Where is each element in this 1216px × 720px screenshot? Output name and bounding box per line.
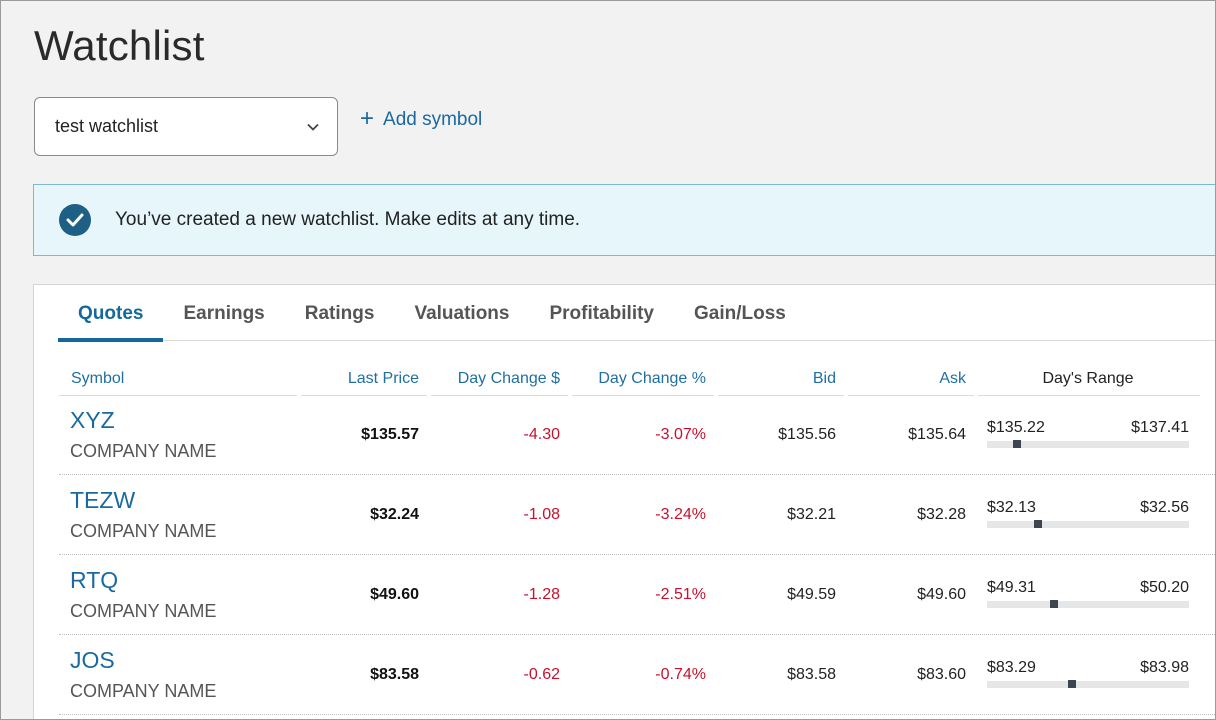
page-title: Watchlist <box>34 22 205 69</box>
table-row: JOS COMPANY NAME $83.58 -0.62 -0.74% $83… <box>59 635 1216 715</box>
days-range: $32.13 $32.56 <box>987 499 1189 533</box>
company-name: COMPANY NAME <box>70 521 217 541</box>
range-marker <box>1013 440 1021 448</box>
day-change-dollar: -0.62 <box>523 666 560 683</box>
plus-icon: + <box>360 104 375 132</box>
column-header-symbol[interactable]: Symbol <box>71 370 125 387</box>
bid-price: $32.21 <box>787 506 836 523</box>
range-bar <box>987 601 1189 608</box>
range-bar <box>987 441 1189 448</box>
table-row: RTQ COMPANY NAME $49.60 -1.28 -2.51% $49… <box>59 555 1216 635</box>
range-low: $83.29 <box>987 659 1036 676</box>
bid-price: $135.56 <box>778 426 836 443</box>
day-change-pct: -3.24% <box>655 506 706 523</box>
ask-price: $49.60 <box>917 586 966 603</box>
range-high: $50.20 <box>1140 579 1189 596</box>
range-high: $83.98 <box>1140 659 1189 676</box>
day-change-pct: -2.51% <box>655 586 706 603</box>
range-marker <box>1034 520 1042 528</box>
ask-price: $83.60 <box>917 666 966 683</box>
company-name: COMPANY NAME <box>70 601 217 621</box>
company-name: COMPANY NAME <box>70 681 217 701</box>
day-change-dollar: -1.08 <box>523 506 560 523</box>
header-divider <box>718 395 844 396</box>
table-row: TEZW COMPANY NAME $32.24 -1.08 -3.24% $3… <box>59 475 1216 555</box>
symbol-link[interactable]: JOS <box>70 647 115 673</box>
last-price: $32.24 <box>370 506 419 523</box>
table-row: XYZ COMPANY NAME $135.57 -4.30 -3.07% $1… <box>59 395 1216 475</box>
ask-price: $135.64 <box>908 426 966 443</box>
header-divider <box>848 395 974 396</box>
bid-price: $83.58 <box>787 666 836 683</box>
day-change-pct: -3.07% <box>655 426 706 443</box>
column-header-ask[interactable]: Ask <box>939 370 966 387</box>
tab-bar: Quotes Earnings Ratings Valuations Profi… <box>58 285 1216 342</box>
column-header-last-price[interactable]: Last Price <box>347 370 419 387</box>
bid-price: $49.59 <box>787 586 836 603</box>
range-high: $137.41 <box>1131 419 1189 436</box>
range-low: $49.31 <box>987 579 1036 596</box>
tab-ratings[interactable]: Ratings <box>304 303 375 324</box>
header-divider <box>301 395 427 396</box>
banner-message: You’ve created a new watchlist. Make edi… <box>115 209 581 230</box>
tab-valuations[interactable]: Valuations <box>414 303 510 324</box>
days-range: $49.31 $50.20 <box>987 579 1189 613</box>
tab-earnings[interactable]: Earnings <box>183 303 265 324</box>
range-bar <box>987 681 1189 688</box>
column-header-day-change-pct[interactable]: Day Change % <box>598 370 706 387</box>
range-marker <box>1050 600 1058 608</box>
watchlist-select-value: test watchlist <box>55 116 159 136</box>
watchlist-select[interactable]: test watchlist <box>34 97 338 156</box>
add-symbol-button[interactable]: + Add symbol <box>360 104 483 132</box>
header-divider <box>431 395 568 396</box>
day-change-dollar: -4.30 <box>523 426 560 443</box>
range-high: $32.56 <box>1140 499 1189 516</box>
column-header-day-change-dollar[interactable]: Day Change $ <box>457 370 560 387</box>
watchlist-panel: Quotes Earnings Ratings Valuations Profi… <box>33 284 1216 720</box>
symbol-link[interactable]: TEZW <box>70 487 136 513</box>
header-divider <box>59 395 297 396</box>
chevron-down-icon <box>307 121 319 133</box>
symbol-link[interactable]: RTQ <box>70 567 119 593</box>
day-change-dollar: -1.28 <box>523 586 560 603</box>
success-banner: You’ve created a new watchlist. Make edi… <box>33 184 1216 256</box>
range-low: $135.22 <box>987 419 1045 436</box>
tab-quotes[interactable]: Quotes <box>58 285 164 342</box>
header-divider <box>572 395 714 396</box>
header-divider <box>978 395 1200 396</box>
last-price: $83.58 <box>370 666 419 683</box>
tab-profitability[interactable]: Profitability <box>549 303 654 324</box>
column-header-days-range: Day's Range <box>1042 370 1134 387</box>
tab-gain-loss[interactable]: Gain/Loss <box>694 303 786 324</box>
last-price: $135.57 <box>361 426 419 443</box>
days-range: $83.29 $83.98 <box>987 659 1189 693</box>
ask-price: $32.28 <box>917 506 966 523</box>
add-symbol-label: Add symbol <box>383 109 483 130</box>
column-header-bid[interactable]: Bid <box>812 370 836 387</box>
last-price: $49.60 <box>370 586 419 603</box>
check-circle-icon <box>59 204 91 236</box>
company-name: COMPANY NAME <box>70 441 217 461</box>
symbol-link[interactable]: XYZ <box>70 407 115 433</box>
range-bar <box>987 521 1189 528</box>
range-marker <box>1068 680 1076 688</box>
day-change-pct: -0.74% <box>655 666 706 683</box>
days-range: $135.22 $137.41 <box>987 419 1189 453</box>
range-low: $32.13 <box>987 499 1036 516</box>
